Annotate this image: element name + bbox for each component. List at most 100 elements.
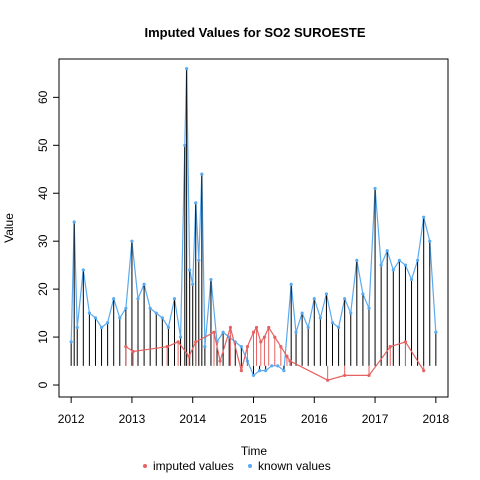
data-point [130,239,134,243]
y-axis-label: Value [2,213,16,243]
y-tick-label: 50 [36,138,50,152]
data-point [312,297,316,301]
x-axis-label: Time [241,444,268,458]
data-point [197,258,201,262]
data-point [259,340,263,344]
data-point [379,263,383,267]
data-point [106,321,110,325]
data-point [306,325,310,330]
series-known [69,66,438,378]
data-point [422,369,426,373]
data-point [273,335,277,339]
data-point [388,345,392,349]
data-point [239,369,243,373]
data-point [188,268,192,272]
data-point [81,268,85,272]
x-tick-label: 2013 [119,412,146,426]
data-point [124,306,128,310]
series-imputed [124,325,426,382]
data-point [264,369,268,373]
data-point [69,340,73,344]
data-point [409,277,414,282]
data-point [318,316,322,320]
data-point [257,369,262,373]
x-tick-label: 2018 [422,412,449,426]
legend-marker-imputed [143,464,147,468]
y-tick-label: 30 [36,234,50,248]
y-tick-label: 10 [36,330,50,344]
data-point [422,215,426,219]
data-point [289,282,293,286]
data-point [178,335,183,339]
data-point [212,330,216,334]
legend-label-imputed: imputed values [153,459,234,473]
data-point [239,345,243,349]
data-point [165,345,169,349]
data-point [343,297,347,301]
data-point [75,325,79,330]
data-point [142,282,146,286]
data-point [185,66,189,71]
data-point [148,306,152,310]
x-tick-label: 2015 [240,412,267,426]
data-point [355,258,359,262]
data-point [209,277,213,282]
data-point [245,345,250,349]
data-point [176,340,180,344]
data-point [343,373,347,378]
y-tick-label: 60 [36,90,50,104]
data-point [183,143,187,147]
data-point [282,369,286,373]
data-point [285,354,289,358]
data-point [124,345,128,349]
data-point [131,349,135,354]
data-point [218,359,222,363]
y-tick-label: 40 [36,186,50,200]
data-point [87,311,91,315]
x-tick-label: 2014 [179,412,206,426]
data-point [326,378,330,382]
data-point [72,220,76,224]
data-point [166,325,171,330]
series-line [70,68,437,377]
data-point [112,297,116,301]
data-point [279,345,283,349]
data-point [397,258,401,262]
data-point [200,172,204,176]
x-axis: 2012 2013 2014 2015 2016 2017 2018 [58,397,450,426]
plot-area [69,66,438,382]
chart-title: Imputed Values for SO2 SUROESTE [144,25,365,40]
data-point [385,249,389,253]
legend-marker-known [248,464,252,468]
data-point [391,268,395,272]
data-point [367,306,371,310]
data-point [276,364,280,368]
data-point [300,311,304,315]
data-point [336,325,341,330]
data-point [428,239,432,243]
data-point [221,330,225,334]
data-point [349,311,353,315]
data-point [194,201,198,205]
data-point [324,292,329,296]
data-point [191,282,195,286]
data-point [262,335,267,339]
data-point [172,297,177,301]
y-axis: 0 10 20 30 40 50 60 [36,90,59,388]
data-point [251,373,256,378]
data-point [294,330,298,334]
data-point [288,359,292,363]
data-point [361,292,365,296]
data-point [99,325,104,330]
data-point [330,321,335,325]
data-point [270,364,274,368]
data-point [154,311,158,315]
y-tick-label: 0 [36,381,50,388]
y-tick-label: 20 [36,282,50,296]
x-tick-label: 2012 [58,412,85,426]
x-tick-label: 2016 [301,412,328,426]
data-point [93,316,98,320]
series-line [125,325,425,381]
data-point [228,325,233,330]
